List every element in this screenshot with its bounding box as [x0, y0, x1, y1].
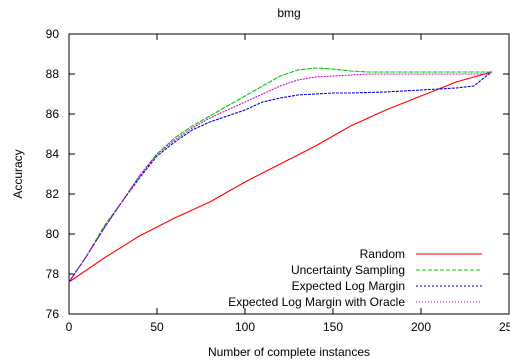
- series-line-3: [68, 71, 492, 283]
- y-tick-label: 76: [46, 307, 60, 321]
- y-tick-label: 84: [46, 147, 60, 161]
- legend-label-2: Uncertainty Sampling: [291, 263, 405, 277]
- plot-frame: [68, 33, 510, 315]
- chart-title: bmg: [277, 6, 300, 20]
- legend-label-1: Random: [360, 247, 405, 261]
- x-tick-label: 150: [323, 320, 343, 334]
- x-tick-label: 200: [411, 320, 431, 334]
- x-tick-label: 50: [150, 320, 164, 334]
- y-tick-label: 88: [46, 67, 60, 81]
- series-line-4: [68, 73, 492, 283]
- x-tick-label: 100: [235, 320, 255, 334]
- chart-legend: Random Uncertainty Sampling Expected Log M…: [228, 247, 482, 309]
- legend-label-3: Expected Log Margin: [292, 279, 405, 293]
- y-tick-label: 90: [46, 27, 60, 41]
- y-tick-label: 80: [46, 227, 60, 241]
- y-tick-label: 82: [46, 187, 60, 201]
- x-axis-title: Number of complete instances: [208, 345, 370, 359]
- y-tick-label: 78: [46, 267, 60, 281]
- plot-area: 0 50 100 150 200 250 76 78 80 82 84 86 88 90: [46, 27, 510, 334]
- x-tick-label: 0: [66, 320, 73, 334]
- legend-label-4: Expected Log Margin with Oracle: [228, 295, 405, 309]
- y-axis-title: Accuracy: [11, 149, 25, 198]
- x-tick-label: 250: [499, 320, 510, 334]
- series-line-2: [68, 67, 492, 283]
- y-tick-label: 86: [46, 107, 60, 121]
- series-line-1: [68, 71, 492, 283]
